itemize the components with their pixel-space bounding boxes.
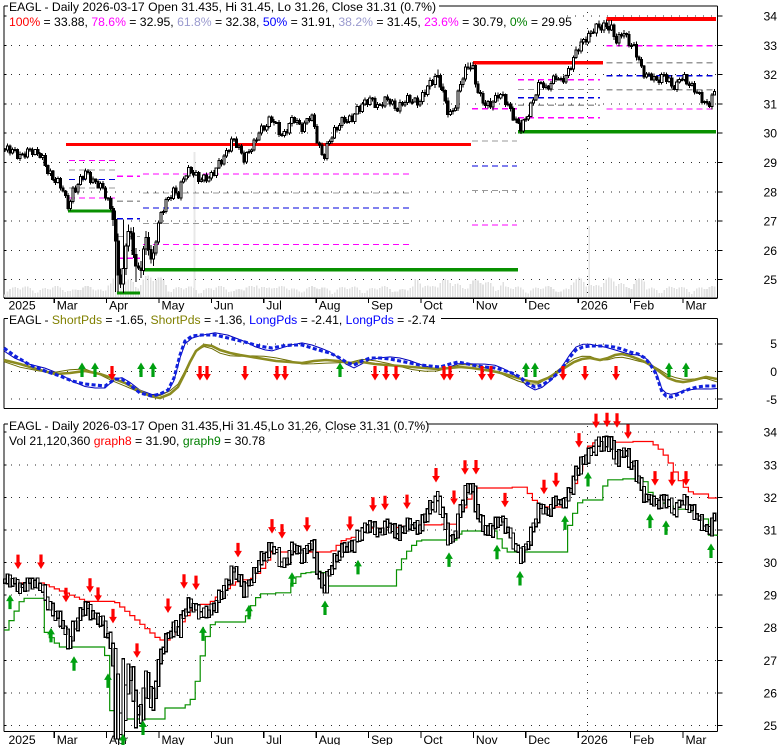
svg-text:Jul: Jul [266,299,282,313]
svg-text:Feb: Feb [633,733,654,745]
svg-text:Aug: Aug [319,299,341,313]
svg-text:Vol 21,120,360 graph8 = 31.90,: Vol 21,120,360 graph8 = 31.90, graph9 = … [9,434,265,448]
svg-text:Feb: Feb [633,299,654,313]
svg-text:34: 34 [763,426,777,440]
svg-text:Sep: Sep [371,733,393,745]
svg-text:30: 30 [763,556,777,570]
svg-text:Apr: Apr [109,299,128,313]
svg-text:100% = 33.88, 78.6% = 32.95, 6: 100% = 33.88, 78.6% = 32.95, 61.8% = 32.… [9,15,572,29]
svg-text:29: 29 [763,589,777,603]
svg-text:Oct: Oct [424,299,444,313]
svg-text:Dec: Dec [528,299,550,313]
svg-text:Jun: Jun [214,733,234,745]
svg-text:28: 28 [763,621,777,635]
svg-text:31: 31 [763,97,777,111]
svg-text:EAGL - Daily 2026-03-17 Open 3: EAGL - Daily 2026-03-17 Open 31.435, Hi … [9,0,436,14]
svg-text:Mar: Mar [686,299,707,313]
svg-text:25: 25 [763,719,777,733]
svg-text:29: 29 [763,156,777,170]
svg-text:28: 28 [763,185,777,199]
svg-text:May: May [162,299,186,313]
svg-text:Jul: Jul [266,733,282,745]
svg-text:0: 0 [770,365,777,379]
svg-text:27: 27 [763,654,777,668]
svg-text:26: 26 [763,244,777,258]
svg-text:2026: 2026 [581,299,608,313]
svg-text:2026: 2026 [581,733,608,745]
svg-text:31: 31 [763,523,777,537]
svg-text:25: 25 [763,273,777,287]
svg-text:33: 33 [763,39,777,53]
svg-text:Dec: Dec [528,733,550,745]
svg-text:Jun: Jun [214,299,234,313]
svg-text:2025: 2025 [9,733,36,745]
svg-text:Oct: Oct [424,733,444,745]
svg-text:27: 27 [763,215,777,229]
svg-text:34: 34 [763,10,777,24]
svg-text:Mar: Mar [686,733,707,745]
svg-text:-5: -5 [766,393,777,407]
svg-text:5: 5 [770,337,777,351]
svg-text:May: May [162,733,186,745]
svg-text:Mar: Mar [57,299,78,313]
svg-text:EAGL - Daily 2026-03-17 Open 3: EAGL - Daily 2026-03-17 Open 31.435,Hi 3… [9,419,429,433]
svg-text:Aug: Aug [319,733,341,745]
svg-text:33: 33 [763,458,777,472]
svg-text:Sep: Sep [371,299,393,313]
svg-text:Nov: Nov [476,733,499,745]
svg-text:Mar: Mar [57,733,78,745]
svg-text:30: 30 [763,127,777,141]
svg-text:2025: 2025 [9,299,36,313]
svg-text:Nov: Nov [476,299,499,313]
svg-text:EAGL - ShortPds = -1.65, Short: EAGL - ShortPds = -1.65, ShortPds = -1.3… [9,313,436,327]
svg-text:32: 32 [763,68,777,82]
svg-text:32: 32 [763,491,777,505]
svg-text:26: 26 [763,686,777,700]
